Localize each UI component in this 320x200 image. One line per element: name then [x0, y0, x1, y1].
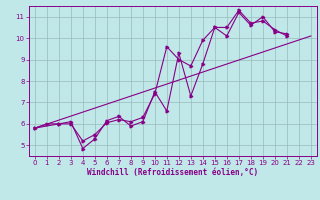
X-axis label: Windchill (Refroidissement éolien,°C): Windchill (Refroidissement éolien,°C) — [87, 168, 258, 177]
